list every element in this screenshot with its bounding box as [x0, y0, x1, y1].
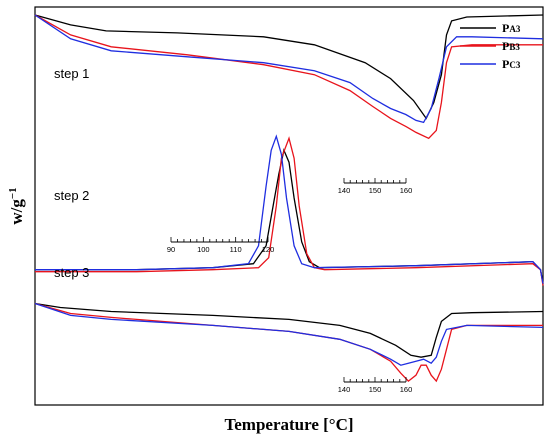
legend-entry-p-b3: PB3 [460, 39, 520, 53]
series-line-p-c3-step-1 [34, 14, 544, 124]
y-axis-label: w/g−1 [7, 187, 26, 224]
legend-entry-p-a3: PA3 [460, 21, 521, 35]
step-label-3: step 3 [54, 265, 89, 280]
inset-tick-label: 140 [338, 385, 351, 394]
series-line-p-c3-step-3 [34, 302, 544, 366]
svg-text:w/g−1: w/g−1 [7, 187, 26, 224]
inset-tick-label: 140 [338, 186, 351, 195]
step-labels: step 1 step 2 step 3 [54, 66, 89, 280]
legend: PA3 PB3 PC3 [460, 21, 521, 71]
inset-tick-label: 90 [167, 245, 175, 254]
inset-axis-step-2: 90 100 110 120 [167, 237, 274, 254]
inset-tick-label: 160 [400, 186, 413, 195]
series-line-p-c3-step-2 [35, 134, 544, 284]
legend-label: PC3 [502, 57, 521, 71]
step-label-1: step 1 [54, 66, 89, 81]
y-axis-label-main: w/g [7, 199, 26, 225]
series-line-p-a3-step-3 [34, 302, 544, 358]
inset-axis-step-1: 140 150 160 [338, 178, 413, 195]
series-line-p-a3-step-1 [34, 14, 544, 120]
x-axis-label: Temperature [°C] [224, 415, 353, 434]
inset-tick-label: 150 [369, 385, 382, 394]
inset-axis-step-3: 140 150 160 [338, 377, 413, 394]
inset-tick-label: 160 [400, 385, 413, 394]
legend-entry-p-c3: PC3 [460, 57, 521, 71]
series-line-p-b3-step-2 [35, 136, 544, 286]
plot-frame [34, 6, 544, 406]
series-line-p-b3-step-1 [34, 14, 543, 140]
inset-tick-label: 100 [197, 245, 210, 254]
series-layer [34, 14, 544, 383]
step-label-2: step 2 [54, 188, 89, 203]
legend-label: PA3 [502, 21, 521, 35]
inset-axes-layer: 140 150 160 90 100 110 120 140 150 160 [167, 178, 412, 394]
y-axis-label-superscript: −1 [7, 187, 19, 199]
inset-tick-label: 110 [230, 245, 242, 254]
series-line-p-b3-step-3 [34, 302, 543, 383]
inset-tick-label: 120 [262, 245, 275, 254]
inset-tick-label: 150 [369, 186, 382, 195]
legend-label: PB3 [502, 39, 520, 53]
